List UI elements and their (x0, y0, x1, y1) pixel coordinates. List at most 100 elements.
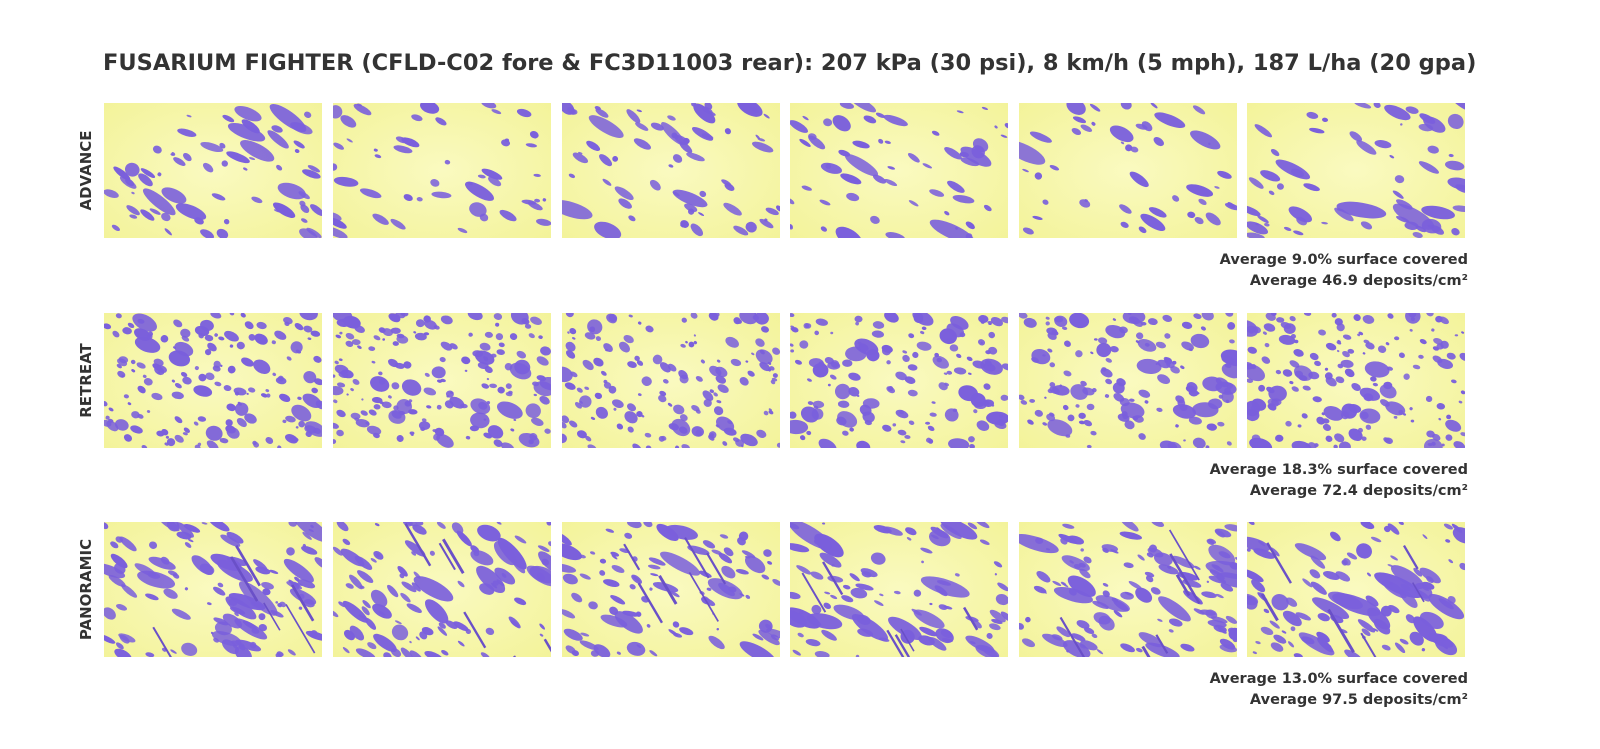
droplet (1349, 131, 1363, 142)
droplet (198, 333, 204, 339)
droplet (627, 361, 637, 368)
droplet (464, 369, 468, 372)
droplet (416, 197, 423, 202)
droplet (595, 336, 602, 342)
droplet (727, 420, 733, 425)
droplet (1083, 419, 1093, 427)
droplet (827, 383, 831, 387)
droplet (569, 420, 578, 428)
droplet (271, 125, 283, 133)
droplet (672, 621, 680, 628)
droplet (895, 371, 907, 381)
droplet (436, 433, 454, 448)
droplet (690, 313, 698, 319)
droplet (1047, 348, 1053, 353)
streak (1168, 529, 1200, 581)
row-label: PANORAMIC (77, 539, 95, 640)
droplet (365, 421, 370, 425)
droplet (104, 634, 116, 644)
droplet (572, 337, 576, 340)
droplet (688, 341, 695, 348)
droplet (1290, 626, 1296, 632)
droplet (1208, 544, 1236, 566)
droplet (1201, 313, 1214, 321)
droplet (1221, 355, 1235, 365)
droplet (935, 628, 954, 644)
droplet (1309, 569, 1321, 579)
droplet (1069, 560, 1074, 564)
droplet (799, 610, 804, 614)
droplet (333, 374, 336, 378)
droplet (234, 612, 239, 617)
droplet (361, 398, 364, 401)
droplet (870, 552, 886, 565)
droplet (256, 321, 267, 330)
droplet (238, 644, 246, 651)
droplet (852, 140, 870, 149)
droplet (1363, 393, 1374, 402)
droplet (913, 589, 922, 597)
droplet (310, 330, 321, 337)
droplet (1138, 632, 1163, 648)
droplet (544, 428, 551, 434)
streak (1360, 632, 1377, 657)
droplet (373, 148, 378, 152)
droplet (1268, 385, 1287, 402)
droplet (752, 141, 774, 153)
droplet (529, 130, 539, 139)
droplets (790, 313, 1008, 448)
droplet (1089, 103, 1101, 112)
droplet (921, 326, 927, 331)
droplet (610, 595, 626, 605)
droplet (895, 409, 909, 419)
droplet (920, 576, 970, 598)
droplet (299, 313, 318, 321)
droplet (426, 405, 432, 409)
droplet (660, 551, 701, 576)
droplet (440, 315, 453, 325)
droplet (342, 600, 368, 623)
droplet (723, 547, 734, 557)
droplet (238, 581, 278, 616)
droplet (1433, 338, 1443, 345)
droplet (980, 341, 983, 345)
droplet (1062, 523, 1075, 529)
droplet (578, 151, 583, 155)
droplet (1217, 170, 1232, 179)
droplet (758, 629, 780, 646)
droplet (1210, 616, 1228, 624)
droplet (1297, 424, 1302, 428)
droplet (453, 621, 469, 632)
streak (658, 574, 678, 605)
droplet (859, 404, 872, 416)
droplet (293, 522, 322, 543)
droplet (1451, 523, 1463, 533)
droplet (790, 411, 797, 419)
droplet (1227, 627, 1237, 636)
droplet (1321, 412, 1325, 416)
streak (263, 602, 281, 631)
droplet (1288, 206, 1313, 223)
droplet (715, 424, 720, 428)
droplet (927, 425, 935, 432)
droplet (947, 180, 965, 193)
droplet (981, 646, 998, 657)
droplet (126, 205, 140, 216)
droplet (835, 226, 863, 238)
droplet (820, 226, 828, 232)
droplet (134, 328, 151, 341)
droplet (739, 593, 745, 597)
droplet (1135, 647, 1143, 653)
droplet (997, 582, 1008, 592)
droplet (801, 185, 812, 191)
droplet (174, 383, 182, 389)
droplet (905, 527, 917, 536)
droplet (1356, 140, 1377, 155)
droplet (216, 228, 229, 238)
droplet (629, 584, 636, 590)
droplet (160, 335, 169, 343)
droplet (1336, 323, 1345, 332)
droplet (693, 334, 697, 337)
droplet (1425, 395, 1433, 403)
droplet (1113, 610, 1123, 618)
